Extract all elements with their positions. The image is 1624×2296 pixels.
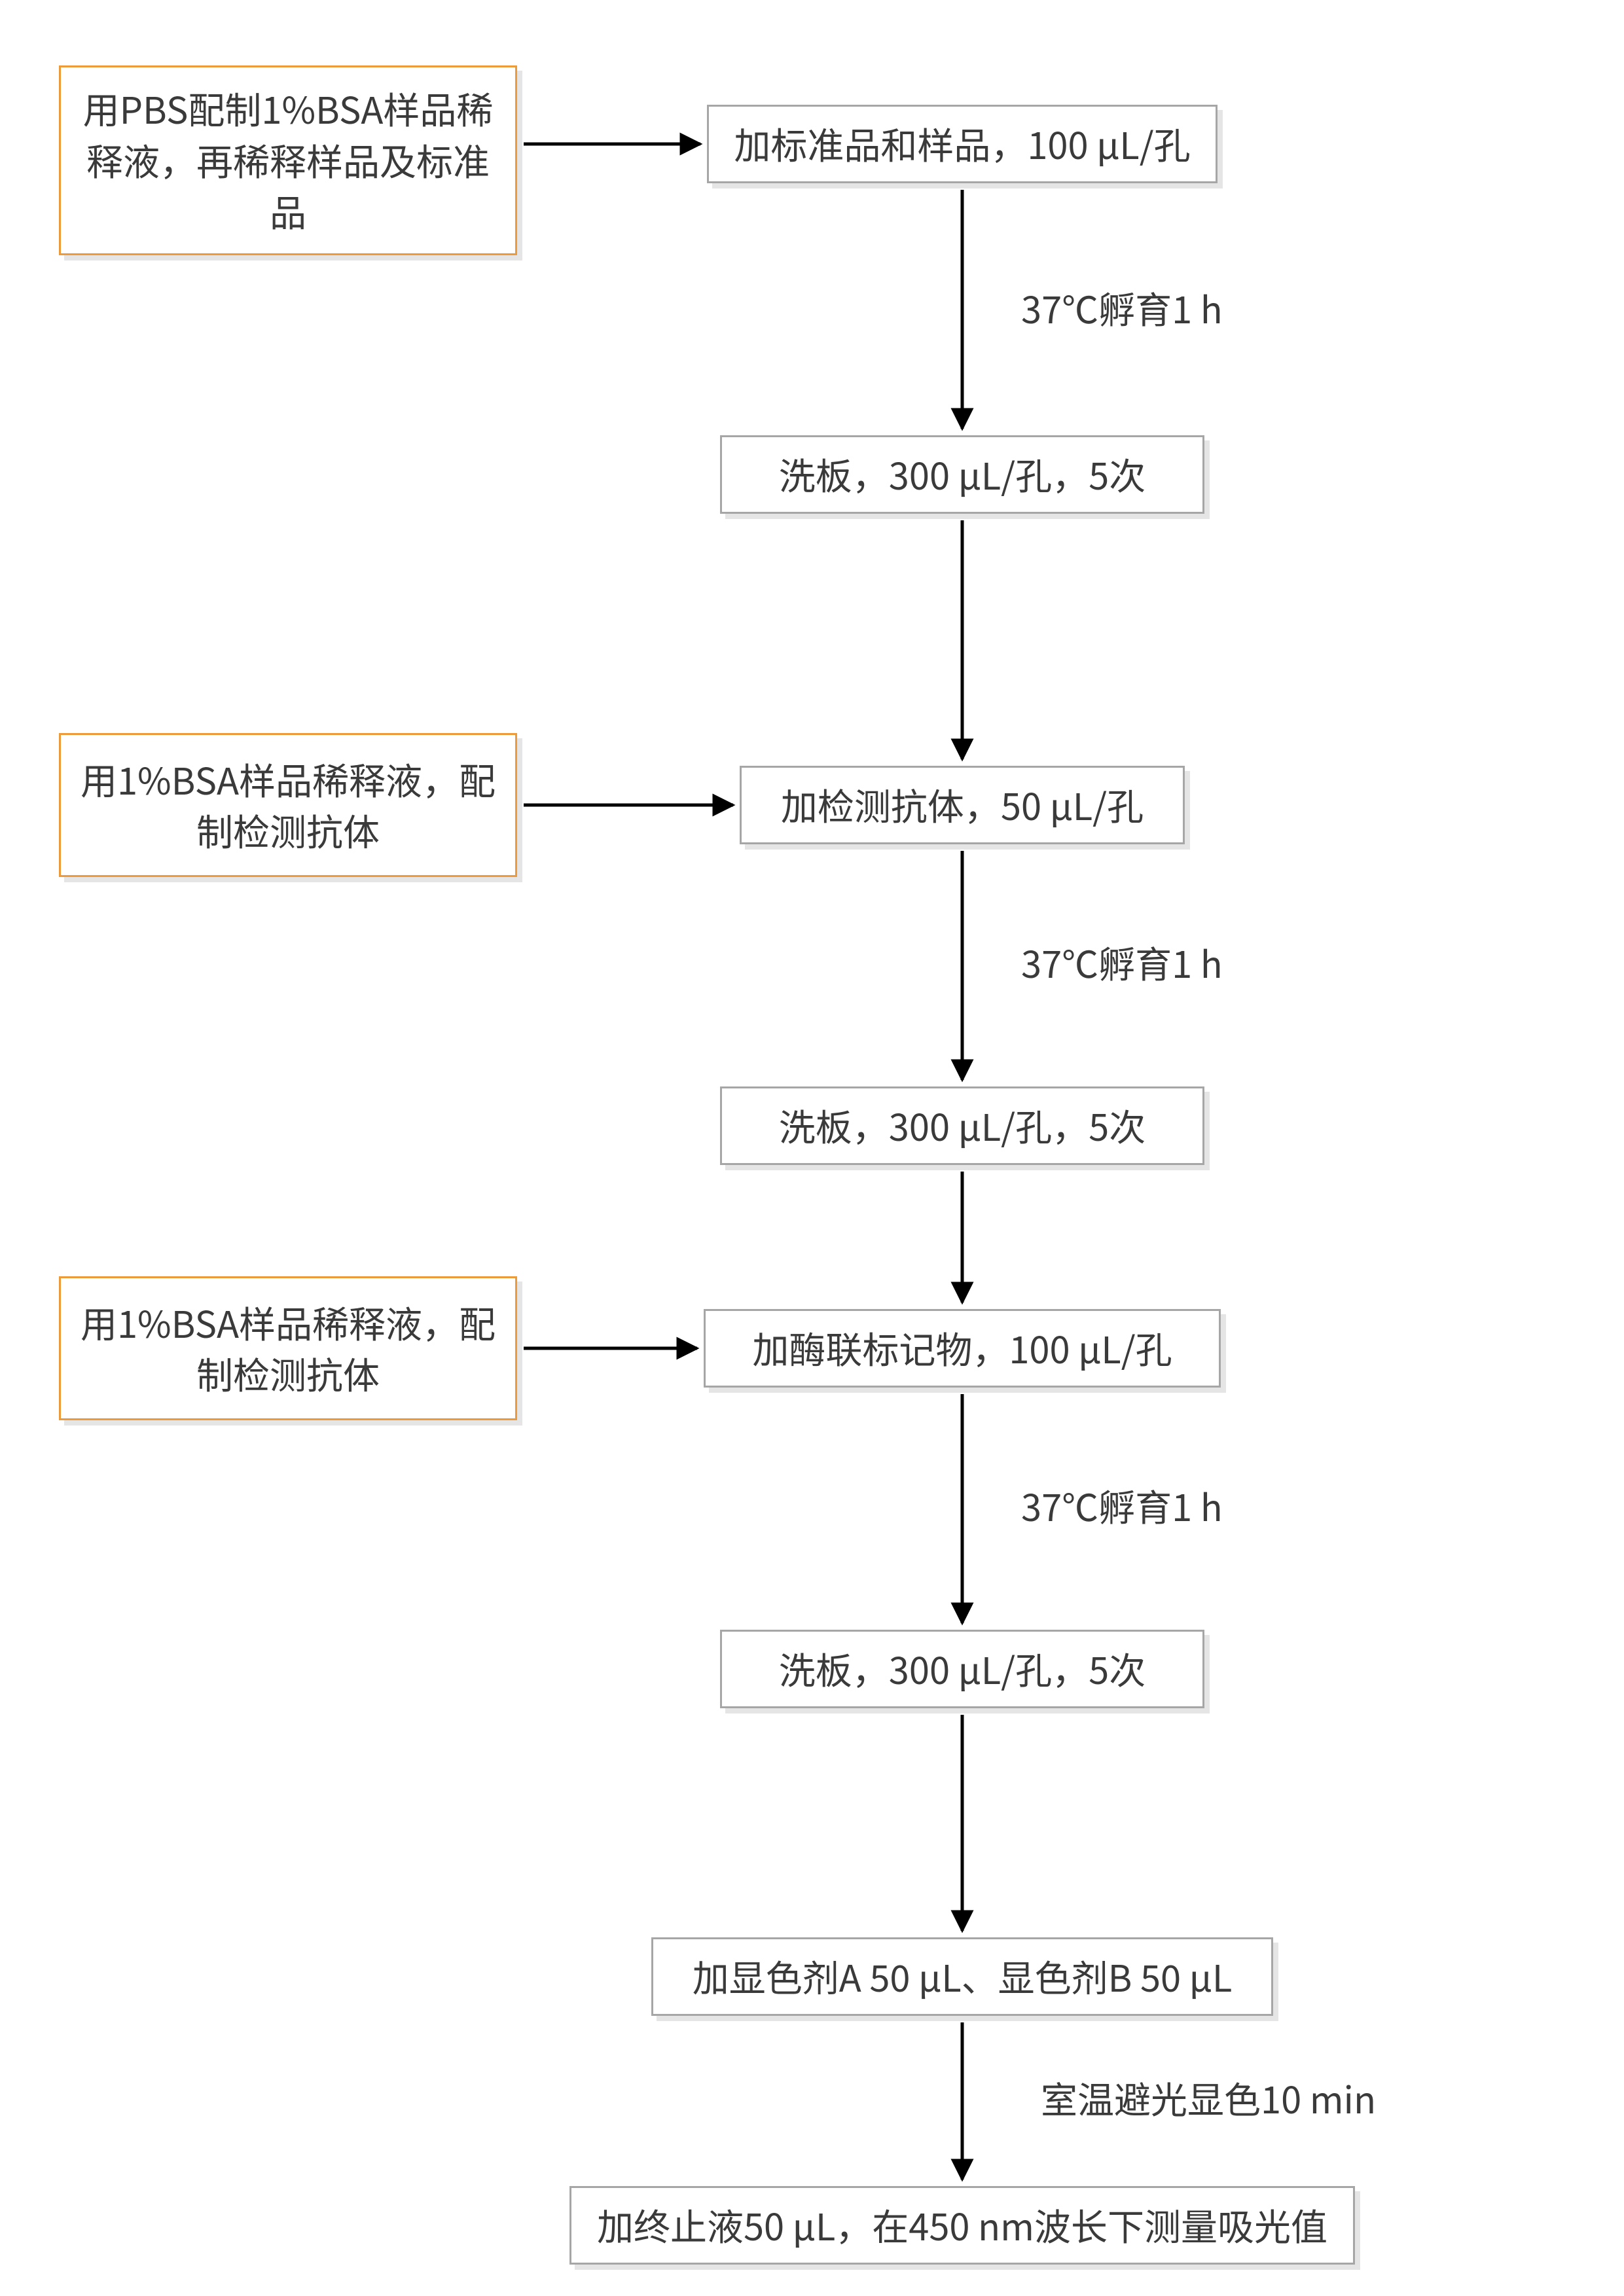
step-box-stop-and-read: 加终止液50 μL，在450 nm波长下测量吸光值 — [569, 2186, 1355, 2265]
flowchart-canvas: 用PBS配制1%BSA样品稀释液，再稀释样品及标准品 用1%BSA样品稀释液，配… — [0, 0, 1624, 2296]
step-box-wash-2: 洗板，300 μL/孔，5次 — [720, 1086, 1204, 1165]
step-box-add-chromogen: 加显色剂A 50 μL、显色剂B 50 μL — [651, 1937, 1273, 2016]
step-box-add-standards: 加标准品和样品，100 μL/孔 — [707, 105, 1218, 183]
edge-label-develop: 室温避光显色10 min — [1041, 2072, 1376, 2125]
note-box-prepare-detection-antibody-1: 用1%BSA样品稀释液，配制检测抗体 — [59, 733, 517, 877]
step-box-add-enzyme: 加酶联标记物，100 μL/孔 — [704, 1309, 1221, 1388]
step-box-add-antibody: 加检测抗体，50 μL/孔 — [740, 766, 1185, 844]
note-box-prepare-detection-antibody-2: 用1%BSA样品稀释液，配制检测抗体 — [59, 1276, 517, 1420]
note-box-prepare-pbs-bsa: 用PBS配制1%BSA样品稀释液，再稀释样品及标准品 — [59, 65, 517, 255]
edge-label-incubate-3: 37℃孵育1 h — [1021, 1479, 1223, 1532]
step-box-wash-3: 洗板，300 μL/孔，5次 — [720, 1630, 1204, 1708]
edge-label-incubate-1: 37℃孵育1 h — [1021, 281, 1223, 334]
edge-label-incubate-2: 37℃孵育1 h — [1021, 936, 1223, 989]
step-box-wash-1: 洗板，300 μL/孔，5次 — [720, 435, 1204, 514]
